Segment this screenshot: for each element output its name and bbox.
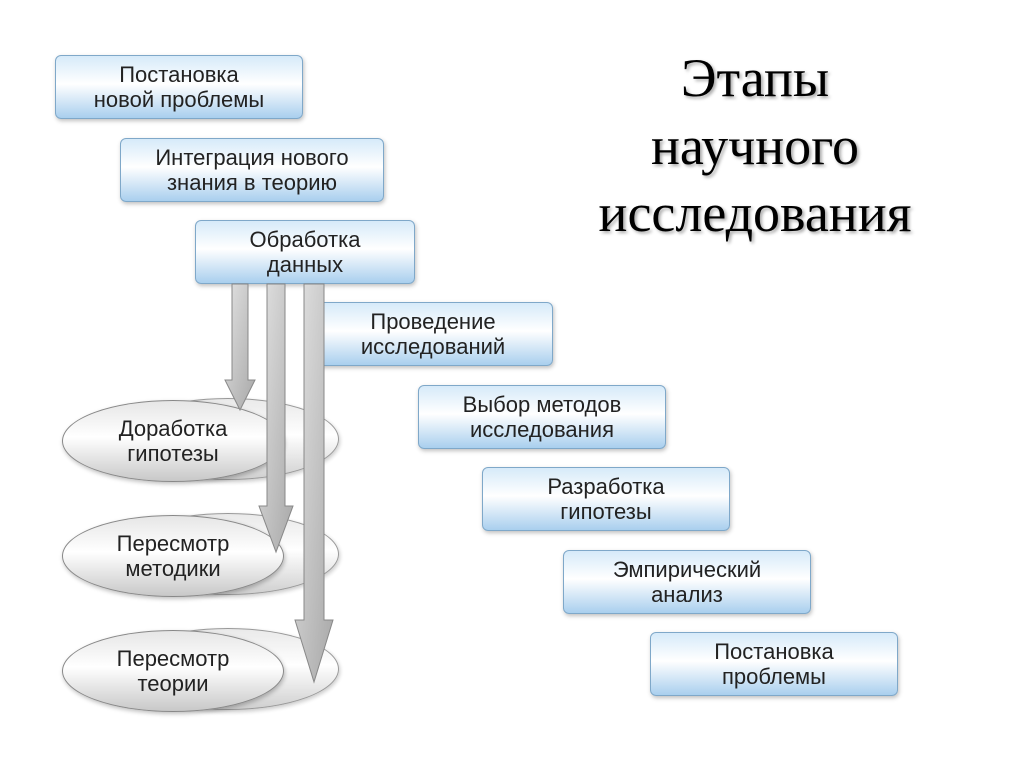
arrows-group [0,0,1024,767]
down-arrow-a1 [225,284,255,410]
down-arrow-a2 [259,284,293,552]
down-arrow-a3 [295,284,333,682]
